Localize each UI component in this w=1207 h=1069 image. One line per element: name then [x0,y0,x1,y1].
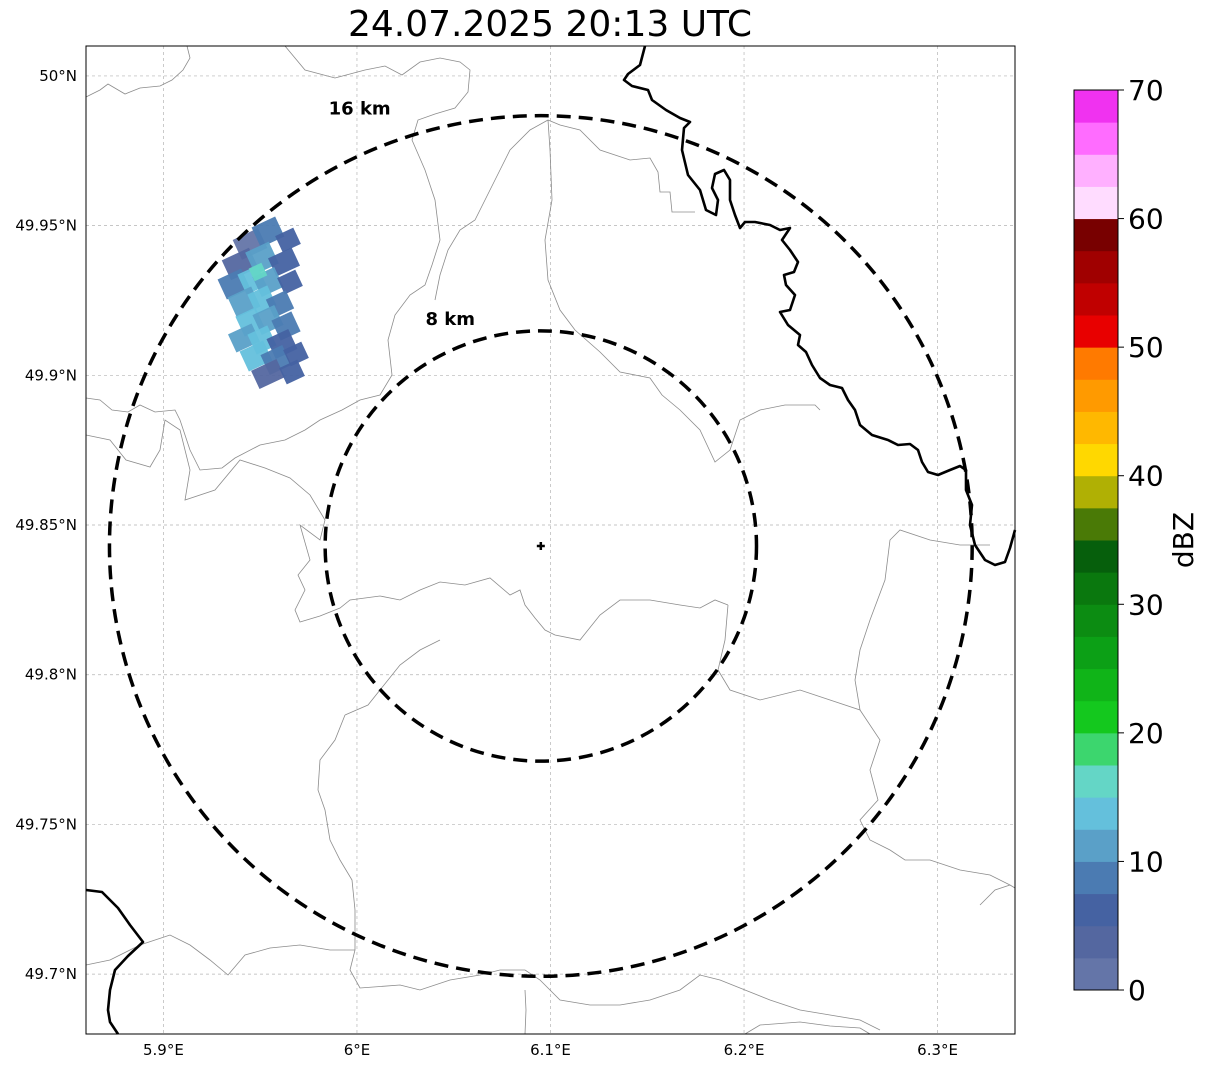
colorbar-segment [1074,636,1118,669]
colorbar-tick-label: 40 [1128,460,1164,493]
colorbar-segment [1074,926,1118,959]
lon-tick-label: 5.9°E [143,1041,184,1059]
colorbar-segment [1074,154,1118,187]
colorbar-segment [1074,411,1118,444]
colorbar-tick-label: 0 [1128,974,1146,1007]
lon-tick-label: 6.2°E [724,1041,765,1059]
colorbar-tick-label: 10 [1128,845,1164,878]
admin-boundary [345,640,440,715]
colorbar-segment [1074,540,1118,573]
colorbar-segment [1074,347,1118,380]
colorbar-segment [1074,572,1118,605]
colorbar-segment [1074,315,1118,348]
colorbar-tick-label: 60 [1128,203,1164,236]
colorbar-segment [1074,283,1118,316]
colorbar-segment [1074,444,1118,477]
colorbar-segment [1074,379,1118,412]
admin-boundary [980,885,1010,905]
admin-boundary [525,990,526,1034]
colorbar-segment [1074,765,1118,798]
colorbar-tick-label: 20 [1128,717,1164,750]
admin-boundary [545,120,820,462]
admin-boundary [86,935,355,975]
gridlines [86,46,1015,1034]
admin-boundary [86,46,190,97]
range-ring-label: 8 km [425,309,475,330]
lat-tick-label: 50°N [39,67,77,85]
range-rings: 8 km 16 km [109,98,972,976]
colorbar-segment [1074,186,1118,219]
colorbar-label: dBZ [1167,512,1200,568]
admin-boundary [718,605,1015,888]
national-border [86,890,143,1034]
radar-echoes [218,217,309,389]
lon-tick-label: 6°E [344,1041,371,1059]
colorbar-segment [1074,701,1118,734]
colorbar-segment [1074,733,1118,766]
colorbar-segment [1074,476,1118,509]
admin-boundary [435,120,548,300]
lat-tick-label: 49.75°N [15,815,77,833]
colorbar-segment [1074,219,1118,252]
radar-site-marker [537,542,545,550]
range-ring-label: 16 km [329,98,391,119]
colorbar-segment [1074,958,1118,991]
lat-tick-label: 49.9°N [25,366,77,384]
colorbar-segment [1074,861,1118,894]
colorbar-segment [1074,669,1118,702]
admin-boundary [855,530,990,710]
colorbar-tick-label: 30 [1128,588,1164,621]
national-border [624,46,1015,565]
colorbar-tick-label: 50 [1128,331,1164,364]
lat-tick-label: 49.95°N [15,217,77,235]
lat-tick-label: 49.8°N [25,666,77,684]
colorbar-segment [1074,894,1118,927]
admin-boundary [548,120,695,212]
colorbar-segment [1074,90,1118,123]
lat-tick-label: 49.7°N [25,965,77,983]
admin-boundary [745,1022,870,1034]
admin-boundary [525,970,880,1030]
colorbar-segment [1074,829,1118,862]
lon-tick-label: 6.1°E [530,1041,571,1059]
colorbar-segment [1074,251,1118,284]
colorbar-tick-label: 70 [1128,74,1164,107]
axis-ticks: 5.9°E 6°E 6.1°E 6.2°E 6.3°E 49.7°N 49.75°N 49.8… [15,67,958,1059]
colorbar-segment [1074,122,1118,155]
colorbar-segment [1074,508,1118,541]
admin-boundary [86,420,728,640]
colorbar-segment [1074,797,1118,830]
lat-tick-label: 49.85°N [15,516,77,534]
colorbar-segment [1074,604,1118,637]
lon-tick-label: 6.3°E [917,1041,958,1059]
colorbar: 0 10 20 30 40 50 60 70 dBZ [1074,74,1200,1007]
